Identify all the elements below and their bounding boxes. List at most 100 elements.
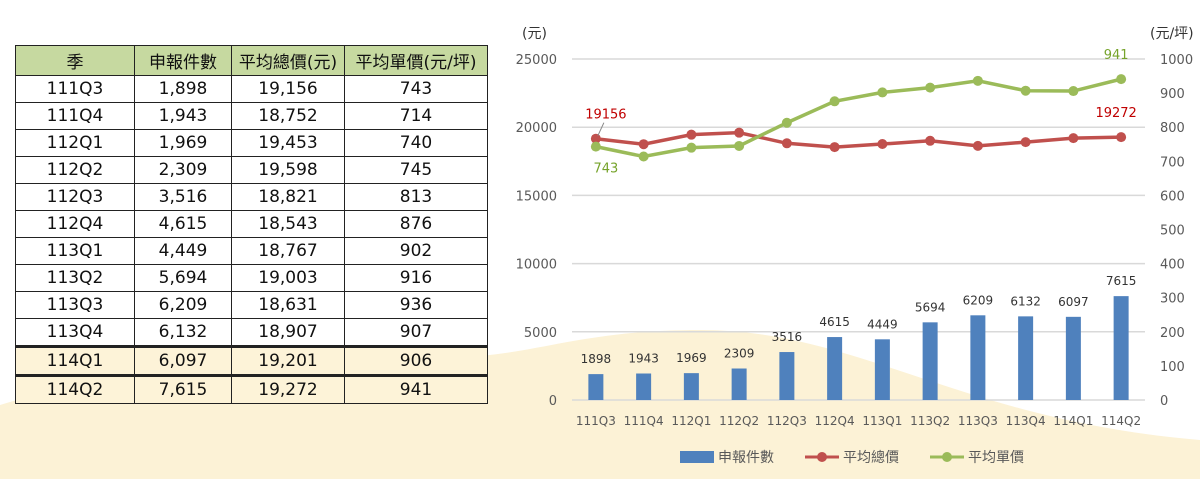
bar-data-label: 6132 [1010, 294, 1041, 308]
right-tick-label: 800 [1160, 121, 1185, 136]
table-cell: 18,821 [231, 183, 345, 211]
table-row: 113Q1 4,449 18,767 902 [15, 237, 488, 265]
bar-data-label: 6097 [1058, 295, 1089, 309]
table-cell: 111Q4 [15, 102, 135, 130]
table-cell: 3,516 [134, 183, 232, 211]
category-label: 111Q4 [624, 414, 664, 428]
data-table: 季 申報件數 平均總價(元) 平均單價(元/坪) 111Q3 1,898 19,15… [15, 45, 488, 404]
line-data-label: 941 [1104, 48, 1129, 63]
table-cell: 745 [344, 156, 488, 184]
left-tick-label: 0 [549, 394, 557, 409]
bar [874, 339, 890, 400]
line-data-label: 19272 [1095, 106, 1136, 121]
category-label: 112Q4 [815, 414, 855, 428]
right-tick-label: 400 [1160, 258, 1185, 273]
category-label: 114Q2 [1101, 414, 1141, 428]
right-tick-label: 500 [1160, 224, 1185, 239]
table-cell: 906 [344, 345, 488, 376]
bar-data-label: 4449 [867, 317, 898, 331]
table-cell: 113Q2 [15, 264, 135, 292]
bar [731, 368, 747, 400]
series-point [781, 138, 792, 149]
bar [636, 373, 652, 400]
line-data-label: 743 [593, 162, 618, 177]
table-cell: 18,767 [231, 237, 345, 265]
series-point [877, 87, 888, 98]
right-tick-label: 700 [1160, 155, 1185, 170]
table-cell: 19,156 [231, 75, 345, 103]
series-point [829, 96, 840, 107]
series-point [734, 140, 745, 151]
category-label: 112Q2 [719, 414, 759, 428]
category-label: 113Q2 [910, 414, 950, 428]
table-cell: 113Q4 [15, 318, 135, 347]
table-cell: 112Q3 [15, 183, 135, 211]
header-avg-unit: 平均單價(元/坪) [344, 45, 488, 76]
table-cell: 743 [344, 75, 488, 103]
header-quarter: 季 [15, 45, 135, 76]
legend-label: 申報件數 [718, 450, 774, 466]
combo-chart: 0 5000 10000 15000 20000 25000 0 100 200 300 400 50… [516, 26, 1194, 466]
right-tick-label: 200 [1160, 326, 1185, 341]
table-cell: 19,201 [231, 345, 345, 376]
legend-bar-icon [680, 451, 714, 463]
series-point [1020, 137, 1031, 148]
bar-data-label: 1898 [581, 352, 612, 366]
bar [1065, 316, 1081, 400]
table-cell: 112Q2 [15, 156, 135, 184]
table-cell: 113Q1 [15, 237, 135, 265]
line-data-label: 19156 [585, 108, 626, 123]
series-point [686, 129, 697, 140]
right-tick-label: 600 [1160, 189, 1185, 204]
bar [1018, 316, 1034, 400]
table-cell: 113Q3 [15, 291, 135, 319]
bar-data-label: 4615 [819, 315, 850, 329]
table-row: 112Q4 4,615 18,543 876 [15, 210, 488, 238]
table-row: 111Q4 1,943 18,752 714 [15, 102, 488, 130]
category-label: 113Q4 [1006, 414, 1046, 428]
bar [827, 337, 843, 400]
legend-marker-icon [817, 452, 827, 462]
table-cell: 907 [344, 318, 488, 347]
legend-label: 平均單價 [968, 449, 1024, 466]
table-cell: 111Q3 [15, 75, 135, 103]
table-cell: 941 [344, 374, 488, 404]
bar-data-label: 3516 [772, 330, 803, 344]
bar [683, 373, 699, 400]
table-cell: 19,003 [231, 264, 345, 292]
table-row: 113Q3 6,209 18,631 936 [15, 291, 488, 319]
series-point [686, 142, 697, 153]
table-cell: 876 [344, 210, 488, 238]
legend-marker-icon [942, 452, 952, 462]
right-tick-label: 100 [1160, 360, 1185, 375]
bar-data-label: 1943 [628, 351, 659, 365]
table-cell: 19,598 [231, 156, 345, 184]
table-cell: 114Q2 [15, 374, 135, 404]
table-cell: 4,449 [134, 237, 232, 265]
category-label: 112Q1 [671, 414, 711, 428]
right-tick-label: 900 [1160, 87, 1185, 102]
left-tick-label: 25000 [516, 53, 557, 68]
right-tick-label: 0 [1160, 394, 1168, 409]
table-cell: 902 [344, 237, 488, 265]
table-cell: 916 [344, 264, 488, 292]
table-cell: 936 [344, 291, 488, 319]
legend-label: 平均總價 [843, 449, 899, 466]
table-row: 114Q1 6,097 19,201 906 [15, 345, 488, 376]
table-cell: 740 [344, 129, 488, 157]
left-tick-label: 10000 [516, 258, 557, 273]
series-point [638, 139, 649, 150]
series-point [829, 142, 840, 153]
left-axis-unit: (元) [522, 26, 547, 42]
table-cell: 19,272 [231, 374, 345, 404]
table-cell: 19,453 [231, 129, 345, 157]
table-cell: 6,132 [134, 318, 232, 347]
table-cell: 112Q1 [15, 129, 135, 157]
bar [970, 315, 986, 400]
table-row: 112Q2 2,309 19,598 745 [15, 156, 488, 184]
category-label: 113Q1 [862, 414, 902, 428]
series-point [877, 139, 888, 150]
series-point [1068, 133, 1079, 144]
right-axis-unit: (元/坪) [1150, 26, 1194, 42]
table-cell: 5,694 [134, 264, 232, 292]
